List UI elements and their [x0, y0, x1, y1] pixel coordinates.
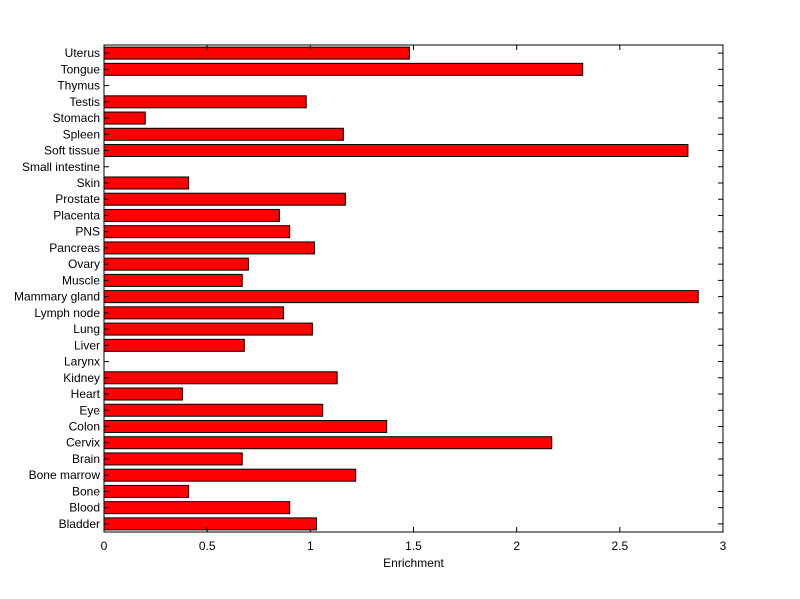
bar-bladder	[103, 517, 318, 531]
bar-testis	[103, 95, 307, 109]
y-tick-label: Bladder	[59, 517, 100, 531]
x-tick-label: 2.5	[611, 539, 628, 553]
y-tick-label: Kidney	[63, 371, 100, 385]
bar-bone-marrow	[103, 468, 357, 482]
y-tick-label: Soft tissue	[44, 144, 100, 158]
y-tick-label: Cervix	[66, 436, 100, 450]
bar-brain	[103, 452, 243, 466]
y-tick-label: Blood	[69, 501, 100, 515]
y-tick-label: Brain	[72, 452, 100, 466]
bar-lymph-node	[103, 306, 285, 320]
y-tick-label: Ovary	[68, 257, 100, 271]
bar-bone	[103, 484, 190, 498]
x-tick-label: 1.5	[405, 539, 422, 553]
bar-kidney	[103, 371, 338, 385]
x-axis-title: Enrichment	[383, 556, 444, 570]
bar-colon	[103, 419, 388, 433]
y-tick-label: Skin	[77, 176, 100, 190]
bar-pns	[103, 225, 291, 239]
bar-muscle	[103, 273, 243, 287]
x-tick-label: 2	[513, 539, 520, 553]
y-tick-label: Uterus	[65, 46, 100, 60]
bar-lung	[103, 322, 313, 336]
y-tick-label: Heart	[71, 387, 101, 401]
bar-cervix	[103, 436, 553, 450]
y-tick-label: Bone marrow	[29, 468, 101, 482]
bar-placenta	[103, 208, 280, 222]
bar-ovary	[103, 257, 249, 271]
y-tick-label: Colon	[69, 419, 100, 433]
y-tick-label: Larynx	[64, 355, 100, 369]
bar-blood	[103, 501, 291, 515]
y-tick-label: Tongue	[61, 62, 101, 76]
bar-eye	[103, 403, 324, 417]
y-tick-label: Stomach	[53, 111, 100, 125]
plot-frame	[103, 44, 724, 533]
bar-soft-tissue	[103, 144, 689, 158]
y-tick-label: PNS	[75, 225, 100, 239]
bar-liver	[103, 338, 245, 352]
bar-uterus	[103, 46, 410, 60]
y-tick-label: Lymph node	[34, 306, 100, 320]
bar-skin	[103, 176, 190, 190]
y-tick-label: Placenta	[53, 208, 100, 222]
x-ticks-group: 0 0.5 1 1.5 2 2.5 3	[101, 45, 727, 553]
y-tick-label: Testis	[69, 95, 100, 109]
y-tick-label: Prostate	[55, 192, 100, 206]
bar-spleen	[103, 127, 344, 141]
x-tick-label: 0	[101, 539, 108, 553]
x-tick-label: 1	[307, 539, 314, 553]
x-tick-label: 0.5	[199, 539, 216, 553]
y-tick-label: Muscle	[62, 273, 100, 287]
y-tick-label: Spleen	[63, 127, 100, 141]
bar-heart	[103, 387, 183, 401]
y-tick-label: Pancreas	[49, 241, 100, 255]
x-tick-label: 3	[720, 539, 727, 553]
y-tick-label: Lung	[73, 322, 100, 336]
y-tick-label: Liver	[74, 338, 100, 352]
bar-tongue	[103, 62, 584, 76]
bar-prostate	[103, 192, 346, 206]
y-tick-label: Eye	[79, 403, 100, 417]
y-tick-label: Small intestine	[22, 160, 100, 174]
bar-stomach	[103, 111, 146, 125]
y-tick-label: Mammary gland	[14, 290, 100, 304]
y-tick-label: Thymus	[57, 79, 100, 93]
bar-pancreas	[103, 241, 315, 255]
y-ticks-group: Uterus Tongue Thymus Testis Stomach Spleen Sof…	[14, 46, 723, 531]
bar-mammary-gland	[103, 290, 699, 304]
y-tick-label: Bone	[72, 484, 100, 498]
